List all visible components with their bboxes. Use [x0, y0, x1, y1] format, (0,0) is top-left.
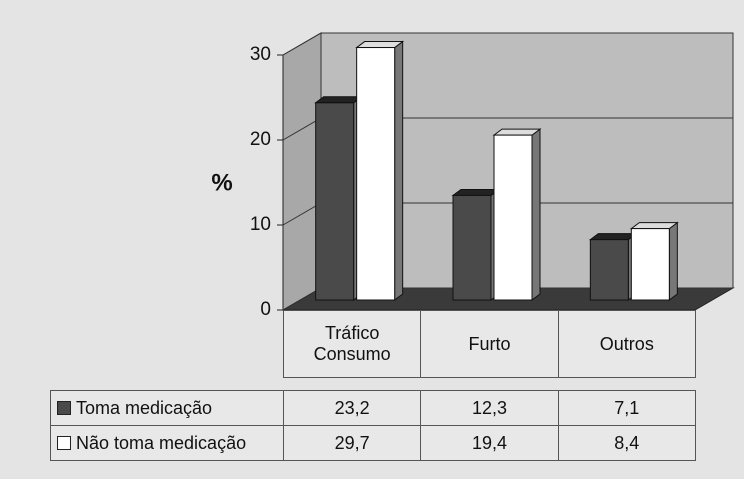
y-axis-label: %: [211, 169, 232, 196]
value-label: 23,2: [283, 390, 422, 426]
grid-line: [282, 32, 733, 56]
legend-swatch: [57, 401, 71, 415]
bar-top: [492, 128, 542, 136]
legend-swatch: [57, 436, 71, 450]
y-tick-label: 30: [250, 44, 271, 65]
bar-top: [451, 188, 501, 196]
bar: [315, 102, 355, 301]
bar-side: [668, 221, 678, 301]
value-label: 19,4: [420, 425, 559, 461]
legend-label: Não toma medicação: [76, 432, 247, 453]
bar: [589, 239, 629, 301]
bar-side: [394, 40, 404, 301]
value-label: 29,7: [283, 425, 422, 461]
legend-entry: Não toma medicação: [50, 425, 284, 461]
bar-top: [355, 41, 405, 49]
legend-entry: Toma medicação: [50, 390, 284, 426]
y-tick-label: 0: [260, 299, 271, 320]
value-label: 12,3: [420, 390, 559, 426]
bar-top: [629, 222, 679, 230]
value-label: 7,1: [557, 390, 696, 426]
value-label: 8,4: [557, 425, 696, 461]
x-tick-label: Outros: [557, 310, 696, 378]
x-tick-label: Furto: [420, 310, 559, 378]
bar-side: [531, 128, 541, 301]
bar: [493, 134, 533, 301]
bar-top: [314, 96, 364, 104]
y-tick-label: 20: [250, 129, 271, 150]
bar: [452, 194, 492, 301]
y-tick-label: 10: [250, 214, 271, 235]
bar-top: [588, 233, 638, 241]
legend-label: Toma medicação: [76, 397, 213, 418]
bar: [356, 47, 396, 301]
bar: [630, 228, 670, 301]
x-tick-label: Tráfico Consumo: [283, 310, 422, 378]
